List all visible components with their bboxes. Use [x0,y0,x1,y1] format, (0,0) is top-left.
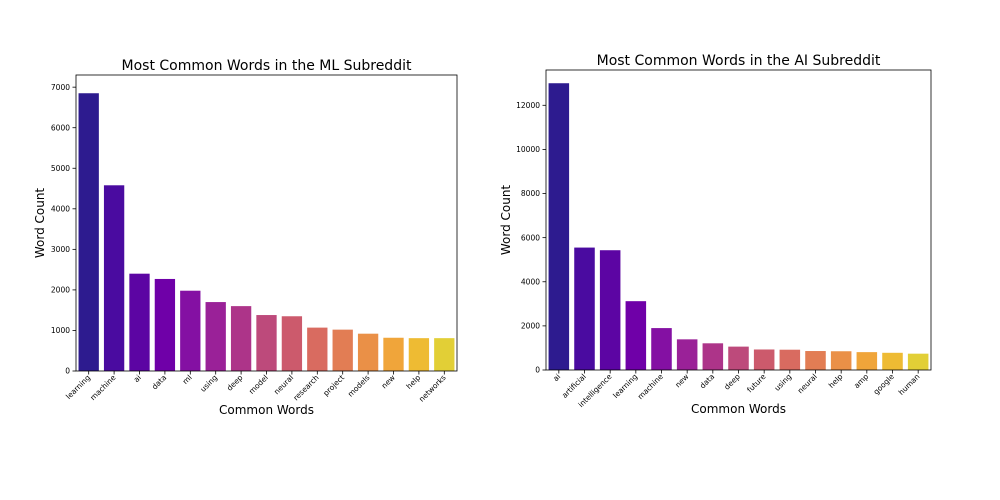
x-tick-label: using [773,372,794,393]
x-tick-label: model [247,373,270,396]
bar-google [882,352,903,370]
chart-title: Most Common Words in the ML Subreddit [122,58,412,74]
plot-frame [75,74,458,372]
y-tick-label: 1000 [51,326,70,335]
x-tick-label: using [198,373,219,394]
bar-help [408,338,430,371]
bar-intelligence [599,250,621,370]
x-tick-label: help [827,372,845,390]
y-tick-label: 12000 [516,101,540,110]
y-tick-label: 6000 [521,233,540,242]
bar-ml [180,290,201,371]
x-tick-label: deep [225,373,245,393]
x-tick-label: amp [852,372,870,390]
y-tick-label: 0 [65,367,70,376]
bar-future [753,349,775,370]
bar-deep [728,346,749,370]
plot-frame [545,69,932,371]
bar-deep [230,306,252,371]
bar-artificial [574,247,595,370]
bar-model [256,315,277,371]
x-tick-label: help [404,373,422,391]
bar-amp [856,352,878,370]
x-tick-label: machine [636,372,665,401]
x-tick-label: new [673,372,690,389]
x-tick-label: neural [272,373,295,396]
bar-neural [281,316,303,371]
x-tick-label: data [698,372,716,390]
y-tick-label: 2000 [521,322,540,331]
y-tick-label: 6000 [51,123,70,132]
bar-networks [434,338,455,371]
bar-machine [103,185,125,371]
y-tick-label: 2000 [51,286,70,295]
bar-research [307,327,328,371]
bar-learning [625,301,647,370]
ai-subreddit-chart: Most Common Words in the AI Subreddit Co… [499,53,932,416]
x-tick-label: ai [132,373,143,384]
bar-new [383,337,404,371]
x-tick-label: ai [551,372,562,383]
bars [78,93,455,371]
y-tick-label: 0 [535,366,540,375]
bar-learning [78,93,99,371]
y-tick-label: 8000 [521,189,540,198]
x-tick-label: ml [181,373,194,386]
bar-data [702,343,724,370]
y-tick-label: 4000 [51,205,70,214]
bar-ai [548,83,570,370]
y-axis-label: Word Count [33,188,47,259]
bar-new [676,339,698,370]
x-tick-label: models [346,373,372,399]
x-tick-label: deep [722,372,742,392]
x-tick-label: future [745,372,768,395]
y-tick-label: 4000 [521,277,540,286]
y-tick-label: 7000 [51,83,70,92]
bar-models [357,333,379,371]
bar-project [332,329,353,371]
x-axis-label: Common Words [219,403,314,417]
x-tick-label: data [150,373,168,391]
chart-title: Most Common Words in the AI Subreddit [597,53,881,69]
x-tick-label: google [872,372,897,397]
ml-subreddit-chart: Most Common Words in the ML Subreddit Co… [33,58,458,417]
bar-data [154,278,176,371]
bar-help [830,351,852,370]
y-tick-label: 5000 [51,164,70,173]
y-axis-label: Word Count [499,185,513,256]
x-tick-label: project [321,373,346,398]
x-tick-label: new [380,373,397,390]
y-ticks: 0 1000 2000 3000 4000 5000 6000 7000 [51,83,76,376]
x-tick-label: networks [417,373,448,404]
y-ticks: 0 2000 4000 6000 8000 10000 12000 [516,101,546,375]
y-tick-label: 3000 [51,245,70,254]
x-tick-label: research [291,373,320,402]
bar-using [779,349,801,370]
x-tick-label: learning [611,372,639,400]
x-tick-label: neural [796,372,819,395]
y-tick-label: 10000 [516,145,540,154]
x-tick-label: machine [88,373,117,402]
x-axis-label: Common Words [691,402,786,416]
bar-neural [805,351,826,370]
bar-using [205,302,226,371]
bars [548,83,929,370]
bar-machine [651,328,672,370]
bar-human [907,353,929,370]
x-tick-label: human [897,372,922,397]
bar-ai [129,273,150,371]
